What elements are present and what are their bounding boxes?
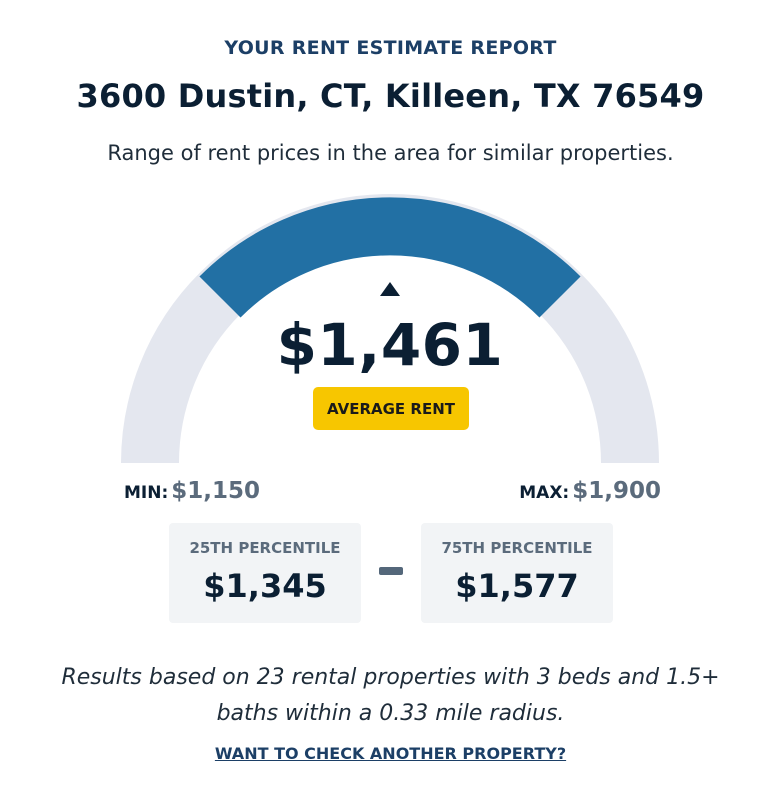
percentile-25-card: 25TH PERCENTILE $1,345 [169, 523, 361, 623]
max-label: MAX: [519, 483, 570, 503]
min-value: $1,150 [171, 478, 261, 504]
percentile-25-label: 25TH PERCENTILE [189, 539, 341, 557]
max-value: $1,900 [572, 478, 661, 504]
percentile-25-value: $1,345 [203, 567, 327, 605]
percentile-75-label: 75TH PERCENTILE [441, 539, 593, 557]
min-rent: MIN: $1,150 [124, 478, 260, 504]
percentile-75-value: $1,577 [455, 567, 579, 605]
report-label: YOUR RENT ESTIMATE REPORT [224, 37, 557, 59]
property-address: 3600 Dustin, CT, Killeen, TX 76549 [76, 77, 705, 115]
results-line-2: baths within a 0.33 mile radius. [216, 701, 565, 726]
max-rent: MAX: $1,900 [519, 478, 661, 504]
rent-gauge [121, 194, 659, 464]
average-rent-badge: AVERAGE RENT [313, 387, 469, 430]
results-line-1: Results based on 23 rental properties wi… [61, 665, 720, 690]
average-rent-value: $1,461 [276, 311, 504, 379]
percentile-75-card: 75TH PERCENTILE $1,577 [421, 523, 613, 623]
range-separator [379, 567, 403, 575]
results-note: Results based on 23 rental properties wi… [40, 660, 741, 732]
min-label: MIN: [124, 483, 169, 503]
gauge-range-highlight [199, 197, 581, 318]
check-another-property-link[interactable]: WANT TO CHECK ANOTHER PROPERTY? [214, 744, 567, 763]
average-pointer-icon [380, 282, 400, 296]
subtitle: Range of rent prices in the area for sim… [107, 141, 674, 165]
